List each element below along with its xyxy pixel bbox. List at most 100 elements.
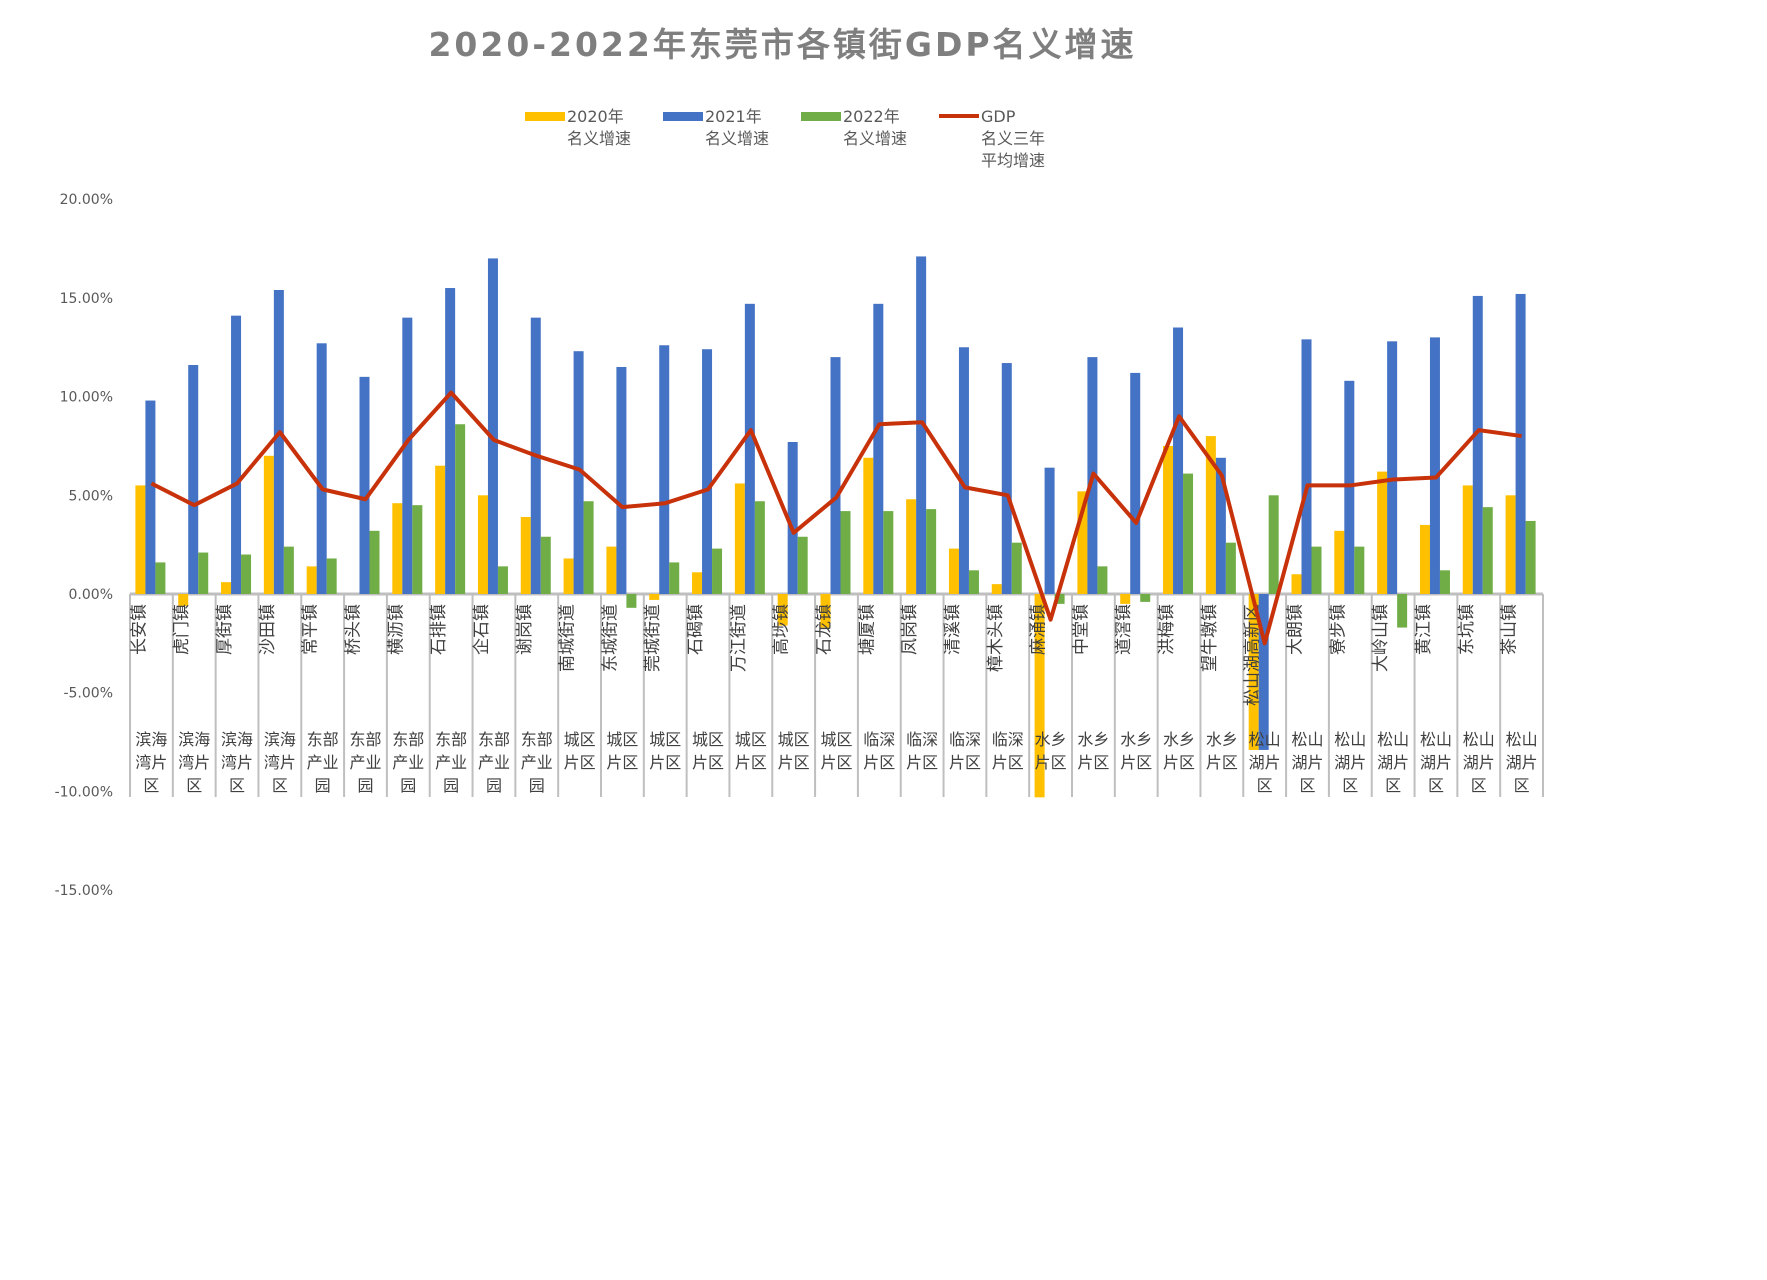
category-label: 道滘镇 [1114, 604, 1134, 655]
group-label: 水乡片区 [1034, 730, 1067, 772]
bar-2020 [306, 566, 317, 594]
group-label: 滨海湾片区 [221, 730, 254, 795]
bar-2020 [1462, 485, 1473, 594]
category-label: 塘厦镇 [857, 604, 877, 655]
legend: 2020年 名义增速 2021年 名义增速 2022年 名义增速 GDP 名义三年 平… [525, 106, 1077, 172]
category-label: 谢岗镇 [515, 604, 535, 655]
y-tick-label: 10.00% [60, 390, 113, 406]
bar-2022 [497, 566, 508, 594]
bar-2020 [906, 499, 917, 594]
y-tick-label: 15.00% [60, 291, 113, 307]
group-label: 松山湖片区 [1505, 730, 1538, 795]
bar-2020 [991, 584, 1002, 594]
bar-2022 [583, 501, 594, 594]
bar-2022 [1097, 566, 1108, 594]
bar-2022 [797, 536, 808, 594]
bar-2021 [445, 288, 456, 594]
bar-2021 [830, 357, 841, 594]
bar-2022 [283, 546, 294, 594]
y-tick-label: -5.00% [63, 686, 113, 702]
bar-2021 [1472, 295, 1483, 594]
category-label: 石龙镇 [815, 604, 835, 655]
category-label: 石排镇 [429, 604, 449, 655]
bar-2021 [273, 290, 284, 594]
group-label: 东部产业园 [520, 730, 553, 795]
bar-2022 [1439, 570, 1450, 594]
bar-2021 [1515, 293, 1526, 594]
group-label: 滨海湾片区 [135, 730, 168, 795]
bar-2021 [1173, 327, 1184, 594]
chart-title: 2020-2022年东莞市各镇街GDP名义增速 [428, 25, 1137, 64]
bar-2020 [563, 558, 574, 594]
bar-2022 [712, 548, 723, 594]
group-label: 水乡片区 [1120, 730, 1153, 772]
bar-2021 [744, 303, 755, 594]
bar-2020 [1334, 530, 1345, 594]
bar-2022 [326, 558, 337, 594]
category-label: 洪梅镇 [1157, 604, 1177, 655]
category-label: 企石镇 [472, 604, 492, 655]
bar-2020 [1505, 495, 1516, 594]
group-label: 松山湖片区 [1462, 730, 1495, 795]
legend-item: GDP 名义三年 平均增速 [939, 106, 1077, 172]
legend-item: 2020年 名义增速 [525, 106, 663, 172]
category-label: 石碣镇 [686, 604, 706, 655]
category-label: 大岭山镇 [1371, 604, 1391, 672]
bar-2021 [873, 303, 884, 594]
bar-2021 [188, 365, 199, 594]
bar-2021 [1215, 457, 1226, 594]
category-label: 凤岗镇 [900, 604, 920, 655]
bar-2021 [616, 366, 627, 594]
category-label: 长安镇 [129, 604, 149, 655]
group-label: 水乡片区 [1205, 730, 1238, 772]
category-label: 寮步镇 [1328, 604, 1348, 655]
bar-2021 [402, 317, 413, 594]
category-label: 厚街镇 [215, 604, 235, 655]
category-label: 大朗镇 [1286, 604, 1306, 655]
bar-2020 [135, 485, 146, 594]
bar-2020 [606, 546, 617, 594]
group-label: 松山湖片区 [1419, 730, 1452, 795]
bar-2020 [777, 594, 788, 626]
bar-2020 [948, 548, 959, 594]
bar-2021 [487, 258, 498, 594]
group-label: 城区片区 [820, 730, 853, 772]
bar-2021 [359, 376, 370, 594]
group-label: 水乡片区 [1163, 730, 1196, 772]
bar-2022 [1397, 594, 1408, 628]
group-label: 松山湖片区 [1377, 730, 1410, 795]
bar-2020 [263, 455, 274, 594]
bar-2022 [1183, 473, 1194, 594]
group-label: 城区片区 [649, 730, 682, 772]
bar-2020 [734, 483, 745, 594]
bar-2021 [1130, 372, 1141, 594]
bar-2022 [1140, 594, 1151, 602]
bar-2021 [659, 345, 670, 594]
bar-2021 [1001, 363, 1012, 594]
bar-2020 [435, 465, 446, 594]
category-label: 桥头镇 [344, 604, 364, 655]
bar-2021 [1387, 341, 1398, 594]
bar-2022 [1311, 546, 1322, 594]
group-label: 临深片区 [991, 730, 1024, 772]
group-label: 城区片区 [692, 730, 725, 772]
bar-2022 [455, 424, 466, 594]
group-label: 滨海湾片区 [263, 730, 296, 795]
bar-2020 [1077, 491, 1088, 594]
group-label: 东部产业园 [392, 730, 425, 795]
y-tick-label: -15.00% [55, 883, 113, 899]
bar-2021 [1301, 339, 1312, 594]
bar-2021 [916, 256, 927, 594]
group-label: 城区片区 [777, 730, 810, 772]
bar-2022 [883, 511, 894, 594]
legend-swatch [801, 112, 841, 121]
bar-2022 [1482, 507, 1493, 594]
bar-2022 [669, 562, 680, 594]
bar-2020 [1034, 594, 1045, 798]
category-label: 虎门镇 [172, 604, 192, 655]
category-label: 莞城街道 [643, 604, 663, 672]
category-label: 南城街道 [558, 604, 578, 672]
category-label: 横沥镇 [386, 604, 406, 655]
bar-2020 [1120, 594, 1131, 604]
